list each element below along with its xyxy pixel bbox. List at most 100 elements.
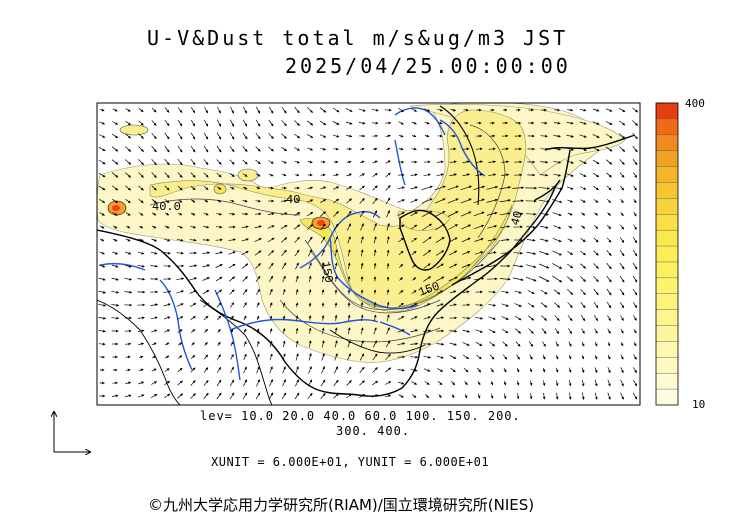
colorbar-step: [656, 166, 678, 183]
wind-arrow: [308, 302, 312, 308]
wind-arrow: [475, 173, 484, 177]
wind-arrow: [489, 354, 495, 360]
wind-arrow: [98, 172, 106, 178]
wind-arrow: [333, 211, 339, 217]
wind-arrow: [568, 392, 572, 400]
wind-arrow: [164, 158, 170, 166]
wind-arrow: [217, 328, 221, 333]
wind-arrow: [553, 134, 561, 138]
wind-arrow: [307, 107, 313, 113]
wind-arrow: [620, 224, 624, 230]
colorbar-step: [656, 341, 678, 358]
wind-arrow: [398, 303, 404, 307]
wind-arrow: [487, 225, 498, 229]
wind-arrow: [618, 120, 626, 126]
wind-arrow: [177, 355, 183, 359]
wind-arrow: [385, 185, 391, 191]
wind-arrow: [528, 328, 534, 334]
wind-arrow: [567, 251, 573, 255]
wind-arrow: [568, 341, 572, 347]
wind-arrow: [632, 120, 639, 126]
wind-arrow: [607, 354, 611, 360]
wind-arrow: [189, 290, 197, 294]
wind-arrow: [203, 225, 210, 229]
wind-arrow: [567, 212, 573, 216]
wind-arrow: [463, 354, 470, 360]
wind-arrow: [217, 354, 221, 360]
wind-arrow: [125, 133, 131, 139]
wind-arrow: [397, 329, 405, 333]
wind-arrow: [398, 394, 404, 398]
wind-arrow: [397, 316, 405, 320]
wind-arrow: [461, 276, 472, 281]
wind-arrow: [255, 146, 261, 152]
wind-arrow: [177, 172, 183, 178]
wind-arrow: [633, 172, 637, 178]
wind-arrow: [111, 277, 119, 281]
wind-arrow: [242, 289, 248, 295]
wind-arrow: [346, 160, 352, 164]
wind-arrow: [268, 133, 274, 140]
wind-arrow: [435, 276, 445, 282]
wind-arrow: [203, 106, 209, 114]
wind-arrow: [254, 238, 262, 242]
wind-arrow: [552, 199, 563, 204]
wind-arrow: [190, 316, 196, 320]
wind-arrow: [124, 264, 132, 268]
wind-arrow: [632, 288, 638, 296]
wind-arrow: [243, 353, 247, 361]
wind-arrow: [633, 367, 637, 374]
wind-arrow: [580, 276, 586, 282]
wind-arrow: [306, 199, 314, 203]
wind-arrow: [450, 367, 456, 373]
wind-arrow: [98, 290, 107, 294]
wind-arrow: [620, 315, 624, 321]
wind-arrow: [633, 211, 637, 217]
wind-arrow: [411, 381, 418, 385]
wind-arrow: [568, 380, 572, 387]
wind-arrow: [386, 262, 390, 269]
wind-arrow: [553, 147, 562, 151]
wind-arrow: [125, 198, 131, 204]
wind-arrow: [112, 251, 119, 255]
wind-arrow: [527, 302, 535, 308]
wind-arrow: [111, 303, 120, 307]
wind-arrow: [216, 186, 222, 190]
wind-arrow: [397, 368, 405, 372]
wind-arrow: [373, 327, 377, 335]
wind-arrow: [436, 316, 445, 320]
wind-arrow: [216, 366, 222, 373]
wind-arrow: [542, 380, 546, 387]
wind-arrow: [607, 392, 611, 400]
contour-label: 150: [318, 260, 336, 284]
wind-arrow: [138, 368, 144, 372]
wind-arrow: [321, 249, 325, 257]
wind-arrow: [216, 289, 223, 295]
wind-arrow: [243, 315, 247, 321]
wind-arrow: [191, 342, 195, 346]
wind-arrow: [594, 354, 598, 360]
wind-arrow: [138, 238, 144, 242]
wind-arrow: [410, 316, 418, 320]
wind-arrow: [448, 224, 459, 230]
wind-arrow: [423, 263, 431, 269]
wind-arrow: [525, 276, 537, 282]
wind-arrow: [581, 392, 585, 400]
wind-arrow: [411, 108, 418, 112]
wind-arrow: [460, 211, 472, 217]
wind-arrow: [215, 251, 223, 255]
wind-arrow: [618, 133, 626, 139]
wind-arrow: [538, 199, 550, 203]
wind-arrow: [137, 329, 145, 333]
wind-arrow: [372, 210, 378, 218]
wind-arrow: [334, 249, 338, 257]
wind-arrow: [385, 340, 391, 348]
wind-arrow: [333, 379, 339, 387]
wind-arrow: [281, 146, 287, 152]
wind-arrow: [242, 173, 248, 177]
wind-arrow: [308, 327, 312, 334]
wind-arrow: [308, 275, 312, 282]
wind-arrow: [293, 224, 301, 230]
wind-arrow: [435, 237, 445, 243]
wind-arrow: [255, 263, 261, 269]
